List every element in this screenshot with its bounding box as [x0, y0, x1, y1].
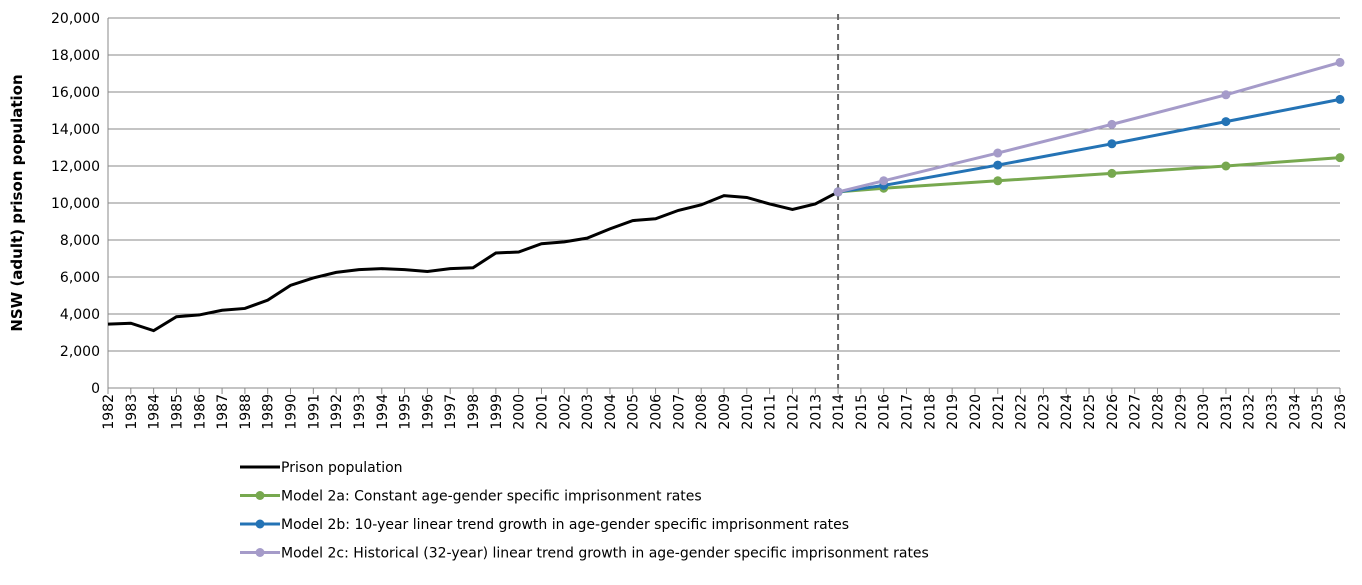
x-tick-label: 2003 [580, 394, 596, 430]
y-tick-label: 10,000 [51, 196, 100, 212]
x-tick-label: 2029 [1173, 394, 1189, 430]
point [1107, 139, 1117, 149]
x-tick-label: 2012 [785, 394, 801, 430]
y-tick-label: 16,000 [51, 85, 100, 101]
x-tick-label: 2034 [1287, 394, 1303, 430]
x-tick-label: 2015 [854, 394, 870, 430]
point [1335, 57, 1345, 67]
series-line [837, 60, 1341, 194]
point [1107, 168, 1117, 178]
point [1335, 94, 1345, 104]
point [1221, 161, 1231, 171]
x-tick-label: 2017 [900, 394, 916, 430]
x-tick-label: 2025 [1082, 394, 1098, 430]
x-tick-label: 2006 [649, 394, 665, 430]
x-tick-label: 2036 [1333, 394, 1349, 430]
x-tick-label: 2031 [1219, 394, 1235, 430]
y-axis-label: NSW (adult) prison population [8, 74, 26, 331]
x-tick-label: 2013 [808, 394, 824, 430]
x-tick-label: 1986 [192, 394, 208, 430]
x-tick-label: 2002 [557, 394, 573, 430]
x-tick-label: 2009 [717, 394, 733, 430]
x-tick-label: 1987 [215, 394, 231, 430]
x-tick-label: 2024 [1059, 394, 1075, 430]
point [1221, 117, 1231, 127]
y-tick-label: 18,000 [51, 48, 100, 64]
point [879, 176, 889, 186]
x-tick-label: 2000 [512, 394, 528, 430]
x-tick-label: 2016 [877, 394, 893, 430]
x-tick-label: 1997 [443, 394, 459, 430]
x-tick-label: 2019 [945, 394, 961, 430]
x-tick-label: 2022 [1014, 394, 1030, 430]
x-tick-label: 2030 [1196, 394, 1212, 430]
legend-marker [255, 519, 265, 529]
x-tick-label: 1996 [420, 394, 436, 430]
x-tick-label: 2010 [740, 394, 756, 430]
y-tick-label: 12,000 [51, 159, 100, 175]
y-tick-label: 6,000 [60, 270, 100, 286]
y-tick-label: 0 [91, 381, 100, 397]
x-tick-label: 2018 [922, 394, 938, 430]
point [1107, 119, 1117, 129]
x-tick-label: 1985 [169, 394, 185, 430]
x-tick-label: 2023 [1036, 394, 1052, 430]
x-tick-label: 1990 [284, 394, 300, 430]
x-tick-label: 2007 [671, 394, 687, 430]
legend-label: Model 2a: Constant age-gender specific i… [281, 489, 702, 505]
legend-label: Prison population [281, 460, 403, 476]
x-tick-label: 1993 [352, 394, 368, 430]
x-tick-label: 2005 [626, 394, 642, 430]
x-tick-label: 2033 [1265, 394, 1281, 430]
y-tick-label: 2,000 [60, 344, 100, 360]
x-tick-label: 1984 [147, 394, 163, 430]
y-tick-label: 8,000 [60, 233, 100, 249]
series-line [837, 97, 1341, 194]
x-tick-label: 2035 [1310, 394, 1326, 430]
x-tick-label: 2011 [763, 394, 779, 430]
x-tick-label: 1998 [466, 394, 482, 430]
x-tick-label: 2008 [694, 394, 710, 430]
x-tick-label: 1983 [124, 394, 140, 430]
x-tick-label: 2028 [1150, 394, 1166, 430]
x-tick-label: 1982 [101, 394, 117, 430]
point [833, 187, 843, 197]
x-tick-label: 2026 [1105, 394, 1121, 430]
x-tick-label: 1999 [489, 394, 505, 430]
y-tick-label: 20,000 [51, 11, 100, 27]
legend-label: Model 2c: Historical (32-year) linear tr… [281, 546, 929, 562]
y-tick-label: 4,000 [60, 307, 100, 323]
point [993, 176, 1003, 186]
legend-marker [255, 491, 265, 500]
legend-marker [255, 548, 265, 557]
point [993, 148, 1003, 158]
y-tick-label: 14,000 [51, 122, 100, 138]
series-line [837, 156, 1341, 194]
series-line [107, 190, 839, 333]
x-tick-label: 1989 [261, 394, 277, 430]
x-tick-label: 2027 [1128, 394, 1144, 430]
x-tick-label: 1995 [398, 394, 414, 430]
x-tick-label: 2021 [991, 394, 1007, 430]
x-tick-label: 1994 [375, 394, 391, 430]
point [1221, 90, 1231, 100]
x-tick-label: 1988 [238, 394, 254, 430]
legend-label: Model 2b: 10-year linear trend growth in… [281, 517, 849, 533]
x-tick-label: 1991 [306, 394, 322, 430]
x-tick-label: 2014 [831, 394, 847, 430]
x-tick-label: 2001 [534, 394, 550, 430]
point [1335, 153, 1345, 163]
x-tick-label: 1992 [329, 394, 345, 430]
point [993, 160, 1003, 170]
x-tick-label: 2004 [603, 394, 619, 430]
x-tick-label: 2032 [1242, 394, 1258, 430]
x-tick-label: 2020 [968, 394, 984, 430]
